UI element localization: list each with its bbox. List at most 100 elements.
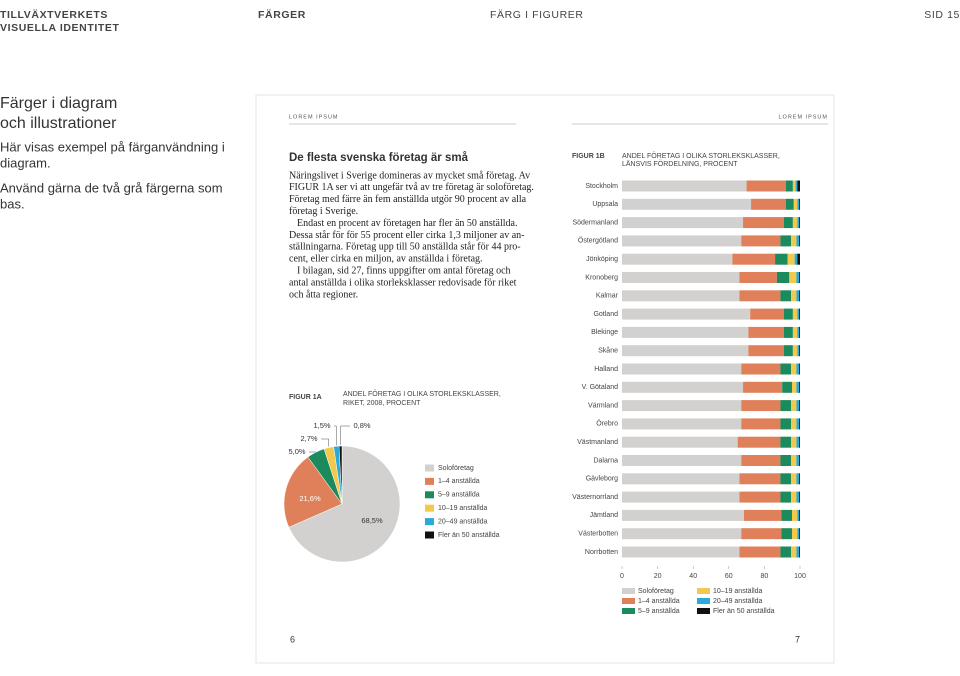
bar-segment: [739, 491, 781, 503]
bar-segment: [783, 345, 793, 357]
bar-segment: [797, 326, 800, 338]
bar-segment: [622, 345, 749, 357]
bar-segment: [739, 290, 781, 302]
legend-swatch: [697, 608, 710, 614]
legend-label: 20–49 anställda: [713, 598, 763, 605]
legend-label: Soloföretag: [438, 465, 474, 472]
category-label: Västmanland: [577, 439, 618, 446]
bar-segment: [792, 326, 798, 338]
intro-text: diagram.: [0, 155, 51, 170]
legend-swatch: [425, 531, 434, 539]
bar-segment: [799, 217, 800, 229]
category-label: Örebro: [596, 420, 618, 428]
bar-segment: [741, 528, 782, 540]
category-label: Östergötland: [578, 237, 618, 245]
article-text: I bilagan, sid 27, finns uppgifter om an…: [297, 265, 511, 276]
bar-segment: [799, 326, 800, 338]
subsection: FÄRG I FIGURER: [490, 9, 584, 21]
bar-segment: [622, 326, 749, 338]
bar-segment: [775, 253, 788, 265]
running-head: LOREM IPSUM: [778, 114, 828, 120]
leader-line: [309, 451, 316, 453]
legend-label: 20–49 anställda: [438, 518, 488, 525]
bar-segment: [796, 546, 800, 558]
bar-segment: [780, 473, 792, 485]
x-tick-label: 80: [761, 573, 769, 580]
bar-segment: [783, 308, 793, 320]
category-label: Jämtland: [590, 512, 619, 519]
figure-title: ANDEL FÖRETAG I OLIKA STORLEKSKLASSER,: [622, 152, 780, 160]
category-label: Västerbotten: [578, 531, 618, 538]
category-label: Stockholm: [585, 183, 618, 190]
bar-segment: [792, 345, 798, 357]
bar-segment: [783, 217, 793, 229]
bar-segment: [622, 455, 742, 466]
bar-segment: [796, 418, 800, 430]
bar-segment: [785, 198, 794, 210]
intro-text: bas.: [0, 196, 25, 211]
legend-label: 10–19 anställda: [438, 505, 488, 512]
category-label: Dalarna: [593, 457, 618, 464]
x-tick-label: 0: [620, 573, 624, 580]
bar-segment: [799, 308, 800, 320]
bar-segment: [791, 418, 797, 430]
bar-segment: [797, 308, 800, 320]
article-text: och åtta regioner.: [289, 289, 358, 300]
bar-segment: [741, 455, 781, 466]
bar-segment: [622, 290, 740, 302]
bar-segment: [799, 418, 800, 430]
bar-segment: [797, 345, 800, 357]
bar-segment: [797, 180, 800, 192]
legend-swatch: [425, 477, 434, 485]
bar-segment: [791, 235, 797, 247]
bar-segment: [750, 308, 784, 320]
article-text: företag i Sverige.: [289, 206, 358, 217]
bar-segment: [796, 363, 800, 375]
article-title: De flesta svenska företag är små: [289, 152, 469, 164]
bar-segment: [796, 436, 800, 448]
bar-segment: [799, 290, 800, 302]
category-label: Skåne: [598, 347, 618, 355]
bar-segment: [751, 198, 786, 210]
bar-segment: [791, 546, 797, 558]
bar-segment: [622, 546, 740, 558]
legend-label: 5–9 anställda: [638, 608, 680, 615]
bar-segment: [799, 198, 800, 210]
category-label: Jönköping: [586, 256, 618, 263]
category-label: Gävleborg: [586, 476, 618, 483]
bar-segment: [622, 528, 742, 540]
legend-label: 1–4 anställda: [438, 478, 480, 485]
bar-segment: [796, 235, 800, 247]
bar-segment: [737, 436, 781, 448]
bar-segment: [781, 528, 792, 540]
x-tick-label: 100: [794, 573, 806, 580]
bar-segment: [739, 272, 777, 283]
bar-segment: [743, 381, 783, 393]
intro-text: Använd gärna de två grå färgerna som: [0, 180, 223, 195]
brand: TILLVÄXTVERKETS: [0, 8, 108, 21]
bar-segment: [799, 546, 800, 558]
legend-swatch: [622, 608, 635, 614]
category-label: V. Götaland: [582, 384, 618, 391]
figure-label: FIGUR 1A: [289, 394, 322, 401]
bar-segment: [799, 455, 800, 466]
figure-label: FIGUR 1B: [572, 153, 605, 160]
legend-label: 1–4 anställda: [638, 598, 680, 605]
running-head: LOREM IPSUM: [289, 114, 339, 120]
bar-segment: [796, 290, 800, 302]
bar-segment: [791, 400, 797, 412]
bar-segment: [781, 509, 792, 521]
bar-segment: [795, 180, 798, 192]
bar-segment: [799, 363, 800, 375]
bar-segment: [783, 326, 793, 338]
data-label: 68,5%: [361, 516, 383, 525]
bar-segment: [791, 491, 797, 503]
bar-segment: [792, 217, 798, 229]
bar-segment: [741, 418, 781, 430]
bar-segment: [780, 290, 792, 302]
bar-segment: [780, 436, 792, 448]
bar-segment: [780, 235, 792, 247]
pie-slice: [283, 456, 343, 528]
bar-segment: [622, 272, 740, 283]
leader-line: [334, 425, 337, 446]
